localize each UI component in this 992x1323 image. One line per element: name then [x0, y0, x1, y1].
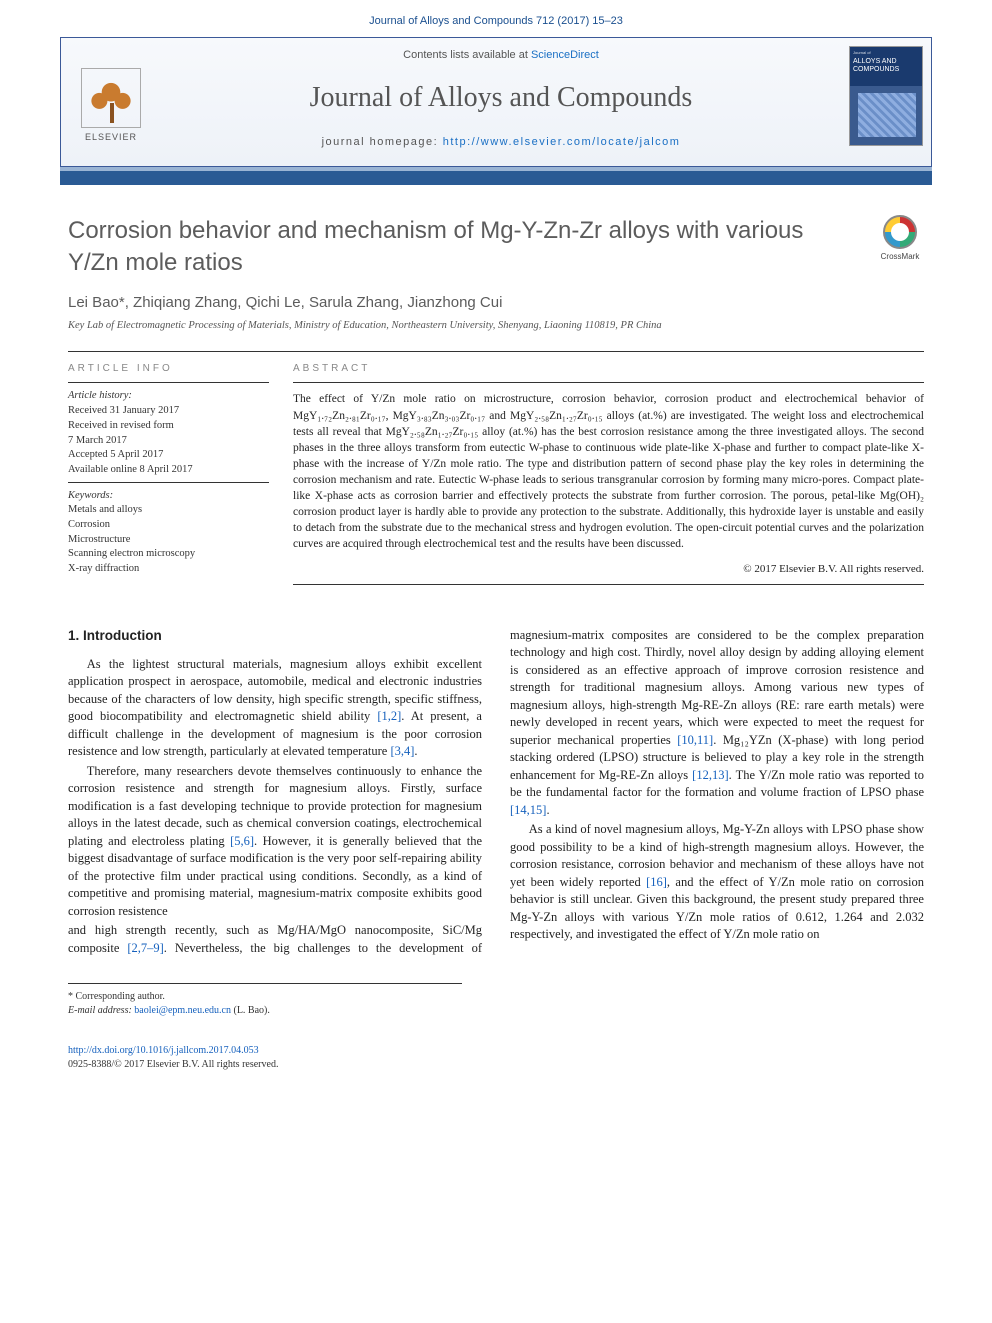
authors-line: Lei Bao*, Zhiqiang Zhang, Qichi Le, Saru…	[68, 292, 924, 313]
cover-title: ALLOYS AND COMPOUNDS	[853, 58, 919, 73]
email-suffix: (L. Bao).	[231, 1005, 270, 1016]
keywords-block: Keywords: Metals and alloys Corrosion Mi…	[68, 489, 269, 577]
intro-p4: As a kind of novel magnesium alloys, Mg-…	[510, 821, 924, 944]
article-info-heading: ARTICLE INFO	[68, 352, 269, 380]
keywords-label: Keywords:	[68, 490, 113, 501]
article-title: Corrosion behavior and mechanism of Mg-Y…	[68, 215, 856, 277]
journal-banner: ELSEVIER Contents lists available at Sci…	[60, 37, 932, 167]
journal-title: Journal of Alloys and Compounds	[161, 78, 841, 117]
ref-1-2[interactable]: [1,2]	[377, 709, 401, 723]
p1c: .	[414, 744, 417, 758]
abstract-end-rule	[293, 584, 924, 585]
body-text: 1. Introduction As the lightest structur…	[68, 627, 924, 957]
history-4: Available online 8 April 2017	[68, 464, 193, 475]
keyword-3: Scanning electron microscopy	[68, 547, 269, 562]
article-info-column: ARTICLE INFO Article history: Received 3…	[68, 352, 293, 592]
journal-cover-thumb: Journal of ALLOYS AND COMPOUNDS	[849, 46, 923, 146]
abstract-heading: ABSTRACT	[293, 352, 924, 380]
banner-center: Contents lists available at ScienceDirec…	[161, 38, 841, 166]
keyword-1: Corrosion	[68, 518, 269, 533]
abstract-rule	[293, 382, 924, 383]
elsevier-tree-icon	[81, 68, 141, 128]
contents-prefix: Contents lists available at	[403, 49, 531, 61]
keyword-2: Microstructure	[68, 533, 269, 548]
history-0: Received 31 January 2017	[68, 405, 179, 416]
ref-10-11[interactable]: [10,11]	[677, 733, 713, 747]
affiliation: Key Lab of Electromagnetic Processing of…	[68, 319, 924, 334]
info-rule-2	[68, 482, 269, 483]
journal-homepage-link[interactable]: http://www.elsevier.com/locate/jalcom	[443, 136, 681, 148]
info-rule-1	[68, 382, 269, 383]
article-content: Corrosion behavior and mechanism of Mg-Y…	[0, 185, 992, 1038]
page-footer: http://dx.doi.org/10.1016/j.jallcom.2017…	[0, 1038, 992, 1090]
ref-16[interactable]: [16]	[646, 875, 667, 889]
section-1-heading: 1. Introduction	[68, 627, 482, 646]
authors-text: Lei Bao*, Zhiqiang Zhang, Qichi Le, Saru…	[68, 294, 502, 311]
ref-14-15[interactable]: [14,15]	[510, 803, 546, 817]
issn-copyright: 0925-8388/© 2017 Elsevier B.V. All right…	[68, 1059, 278, 1070]
intro-p2: Therefore, many researchers devote thems…	[68, 763, 482, 921]
doi-link[interactable]: http://dx.doi.org/10.1016/j.jallcom.2017…	[68, 1045, 259, 1056]
article-history: Article history: Received 31 January 201…	[68, 389, 269, 477]
cover-journal-small: Journal of	[853, 50, 919, 56]
crossmark-icon	[883, 215, 917, 249]
sciencedirect-link[interactable]: ScienceDirect	[531, 49, 599, 61]
corresponding-author: * Corresponding author.	[68, 990, 462, 1004]
elsevier-logo: ELSEVIER	[76, 68, 146, 158]
history-1: Received in revised form	[68, 420, 174, 431]
keyword-0: Metals and alloys	[68, 503, 269, 518]
abstract-text: The effect of Y/Zn mole ratio on microst…	[293, 391, 924, 552]
intro-p1: As the lightest structural materials, ma…	[68, 656, 482, 761]
cover-cell: Journal of ALLOYS AND COMPOUNDS	[841, 38, 931, 166]
accent-bar	[60, 167, 932, 185]
header-reference: Journal of Alloys and Compounds 712 (201…	[0, 0, 992, 37]
abstract-column: ABSTRACT The effect of Y/Zn mole ratio o…	[293, 352, 924, 592]
crossmark-label: CrossMark	[881, 252, 920, 261]
info-abstract-row: ARTICLE INFO Article history: Received 3…	[68, 352, 924, 592]
homepage-prefix: journal homepage:	[322, 136, 443, 148]
journal-homepage-line: journal homepage: http://www.elsevier.co…	[161, 135, 841, 150]
title-row: Corrosion behavior and mechanism of Mg-Y…	[68, 215, 924, 277]
ref-5-6[interactable]: [5,6]	[230, 834, 254, 848]
keyword-4: X-ray diffraction	[68, 562, 269, 577]
p3e: .	[546, 803, 549, 817]
email-label: E-mail address:	[68, 1005, 134, 1016]
ref-2-7-9[interactable]: [2,7–9]	[127, 941, 163, 955]
history-label: Article history:	[68, 390, 132, 401]
ref-12-13[interactable]: [12,13]	[692, 768, 728, 782]
email-line: E-mail address: baolei@epm.neu.edu.cn (L…	[68, 1004, 462, 1018]
cover-image-icon	[858, 93, 916, 137]
publisher-logo-cell: ELSEVIER	[61, 38, 161, 166]
crossmark-badge[interactable]: CrossMark	[876, 215, 924, 262]
abstract-copyright: © 2017 Elsevier B.V. All rights reserved…	[293, 562, 924, 577]
ref-3-4[interactable]: [3,4]	[390, 744, 414, 758]
history-3: Accepted 5 April 2017	[68, 449, 163, 460]
contents-list-line: Contents lists available at ScienceDirec…	[161, 48, 841, 63]
correspondence-footnote: * Corresponding author. E-mail address: …	[68, 983, 462, 1018]
history-2: 7 March 2017	[68, 435, 127, 446]
email-link[interactable]: baolei@epm.neu.edu.cn	[134, 1005, 231, 1016]
elsevier-label: ELSEVIER	[85, 131, 137, 144]
